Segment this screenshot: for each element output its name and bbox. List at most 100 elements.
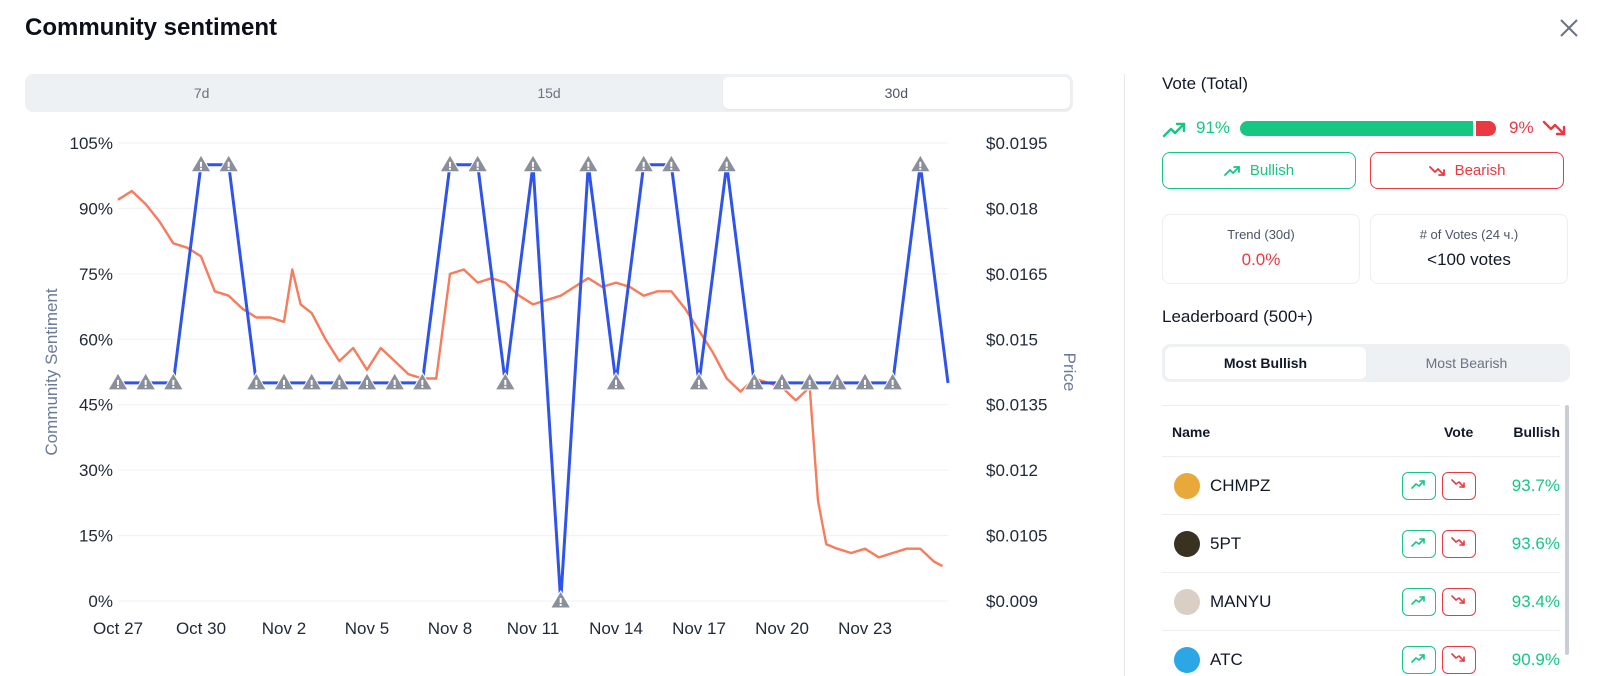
- bullish-percent: 91%: [1196, 118, 1231, 137]
- alert-marker-bar: [393, 379, 396, 385]
- y-tick-label: 45%: [79, 396, 113, 415]
- bullish-button[interactable]: Bullish: [1162, 152, 1356, 189]
- leaderboard-scrollbar[interactable]: [1565, 405, 1569, 655]
- x-tick-label: Nov 23: [838, 619, 892, 638]
- leaderboard-title: Leaderboard (500+): [1162, 307, 1313, 326]
- y2-tick-label: $0.0195: [986, 134, 1047, 153]
- coin-bullish-percent: 90.9%: [1511, 650, 1560, 669]
- alert-marker-bar: [781, 379, 783, 385]
- alert-marker-bar: [504, 379, 507, 385]
- table-header: Name Vote Bullish: [1162, 405, 1560, 457]
- alert-marker-dot: [338, 385, 341, 388]
- vote-bearish-button[interactable]: [1442, 472, 1476, 500]
- x-tick-label: Oct 30: [176, 619, 226, 638]
- price-series-line: [117, 189, 944, 568]
- alert-marker-bar: [615, 379, 617, 385]
- y-tick-label: 75%: [79, 265, 113, 284]
- vote-bullish-button[interactable]: [1402, 530, 1436, 558]
- bearish-bar: [1476, 121, 1496, 136]
- y-tick-label: 30%: [79, 461, 113, 480]
- coin-bullish-percent: 93.4%: [1511, 592, 1560, 611]
- close-icon[interactable]: [1556, 15, 1582, 41]
- alert-marker-bar: [725, 161, 728, 167]
- alert-marker-bar: [476, 161, 479, 167]
- vote-bullish-button[interactable]: [1402, 646, 1436, 674]
- alert-marker-bar: [670, 161, 673, 167]
- alert-marker-dot: [698, 385, 700, 388]
- alert-marker-dot: [366, 385, 368, 388]
- alert-marker-dot: [615, 385, 617, 388]
- tab-30d[interactable]: 30d: [722, 77, 1070, 109]
- vote-total-bar: 91% 9%: [1162, 118, 1570, 142]
- y-axis-title: Community Sentiment: [42, 288, 61, 456]
- alert-marker-dot: [753, 385, 756, 388]
- alert-marker-bar: [366, 379, 368, 385]
- vote-bullish-button[interactable]: [1402, 588, 1436, 616]
- y-tick-label: 60%: [79, 330, 113, 349]
- y2-tick-label: $0.0135: [986, 396, 1047, 415]
- trend-up-icon: [1224, 165, 1240, 176]
- bearish-button[interactable]: Bearish: [1370, 152, 1564, 189]
- tab-most-bullish[interactable]: Most Bullish: [1165, 347, 1366, 379]
- vote-bearish-button[interactable]: [1442, 530, 1476, 558]
- trend-down-icon: [1451, 477, 1467, 495]
- table-row[interactable]: ATC 90.9%: [1162, 631, 1560, 676]
- y2-tick-label: $0.009: [986, 592, 1038, 611]
- trend-down-icon: [1451, 651, 1467, 669]
- tab-most-bearish[interactable]: Most Bearish: [1425, 355, 1508, 371]
- y-tick-label: 15%: [79, 527, 113, 546]
- trend-down-icon: [1428, 165, 1445, 176]
- alert-marker-dot: [864, 385, 866, 388]
- right-panel: Vote (Total) 91% 9% Bullish Bearish Tren…: [1162, 0, 1570, 676]
- trend-label: Trend (30d): [1227, 227, 1295, 242]
- alert-marker-dot: [504, 385, 507, 388]
- alert-marker-bar: [144, 379, 147, 385]
- votes-value: <100 votes: [1427, 250, 1511, 269]
- modal-title: Community sentiment: [25, 14, 278, 41]
- y2-tick-label: $0.0105: [986, 527, 1047, 546]
- alert-marker-bar: [200, 161, 202, 167]
- alert-marker-dot: [310, 385, 313, 388]
- y-tick-label: 90%: [79, 199, 113, 218]
- alert-marker-bar: [117, 379, 119, 385]
- x-tick-label: Oct 27: [93, 619, 143, 638]
- alert-marker-dot: [200, 167, 202, 170]
- table-row[interactable]: MANYU 93.4%: [1162, 573, 1560, 631]
- vote-bearish-button[interactable]: [1442, 588, 1476, 616]
- alert-marker-dot: [725, 167, 728, 170]
- panel-divider: [1124, 74, 1125, 676]
- leaderboard-table: Name Vote Bullish CHMPZ 93.7% 5PT 93.6% MANY…: [1162, 405, 1560, 676]
- alert-marker-bar: [449, 161, 451, 167]
- alert-marker-bar: [808, 379, 811, 385]
- trend-down-icon: [1451, 535, 1467, 553]
- vote-bullish-button[interactable]: [1402, 472, 1436, 500]
- table-row[interactable]: CHMPZ 93.7%: [1162, 457, 1560, 515]
- alert-marker-bar: [338, 379, 341, 385]
- alert-marker-bar: [587, 161, 590, 167]
- alert-marker-bar: [172, 379, 175, 385]
- coin-name: CHMPZ: [1210, 476, 1271, 495]
- coin-bullish-percent: 93.7%: [1511, 476, 1560, 495]
- tab-7d[interactable]: 7d: [193, 85, 210, 101]
- alert-marker-bar: [255, 379, 258, 385]
- alert-marker-bar: [864, 379, 866, 385]
- alert-marker-bar: [310, 379, 313, 385]
- alert-marker-bar: [836, 379, 839, 385]
- x-tick-label: Nov 11: [507, 619, 560, 638]
- range-tabs: 7d 15d 30d: [25, 74, 1073, 112]
- y-tick-label: 105%: [70, 134, 113, 153]
- column-name: Name: [1172, 424, 1211, 440]
- table-row[interactable]: 5PT 93.6%: [1162, 515, 1560, 573]
- alert-marker-dot: [172, 385, 175, 388]
- alert-marker-bar: [642, 161, 645, 167]
- tab-15d[interactable]: 15d: [537, 85, 561, 101]
- alert-marker-dot: [227, 167, 230, 170]
- alert-marker-dot: [144, 385, 147, 388]
- alert-marker-bar: [532, 161, 534, 167]
- coin-logo-icon: [1174, 589, 1200, 615]
- alert-marker-bar: [421, 379, 424, 385]
- vote-bearish-button[interactable]: [1442, 646, 1476, 674]
- alert-marker-dot: [476, 167, 479, 170]
- alert-marker-dot: [117, 385, 119, 388]
- sentiment-chart: 105% 90% 75% 60% 45% 30% 15% 0% $0.0195 $0.018 $0.…: [0, 120, 1100, 676]
